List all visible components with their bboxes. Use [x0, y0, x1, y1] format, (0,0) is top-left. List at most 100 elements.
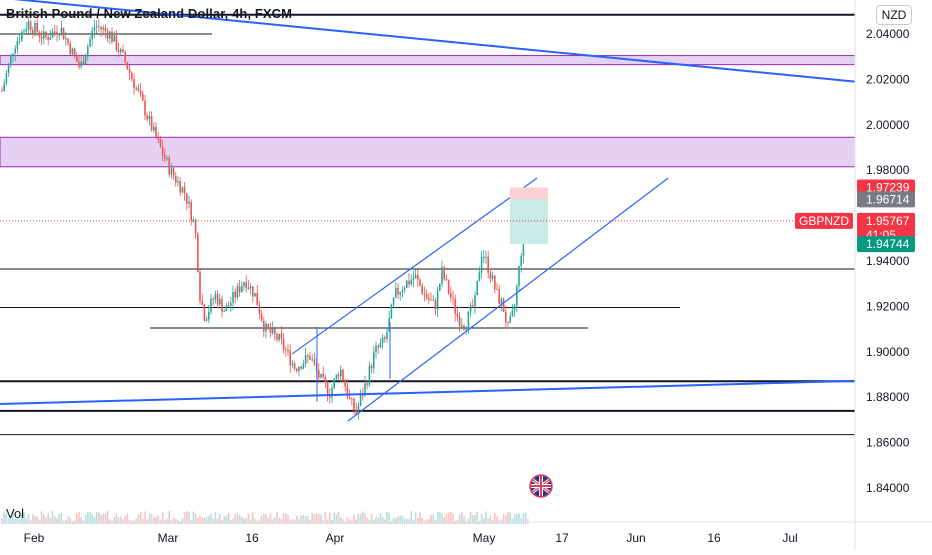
candle-body: [219, 298, 221, 305]
volume-bar: [441, 513, 443, 524]
volume-bar: [403, 518, 406, 524]
volume-bar: [461, 511, 463, 524]
volume-bar: [443, 516, 445, 524]
time-tick-label: Mar: [158, 531, 179, 545]
supply-zone: [0, 55, 856, 66]
supply-zones: [0, 55, 856, 168]
currency-badge[interactable]: NZD: [876, 5, 912, 25]
uk-flag-icon[interactable]: [529, 474, 553, 498]
candle-body: [445, 279, 448, 281]
volume-bar: [450, 511, 452, 524]
volume-bar: [307, 515, 309, 524]
candle-body: [155, 126, 157, 138]
candle-body: [300, 366, 302, 369]
candle-body: [104, 27, 107, 32]
volume-bar: [381, 516, 384, 524]
candle-body: [252, 286, 254, 297]
candle-body: [458, 316, 461, 327]
volume-bar: [366, 517, 368, 524]
volume-bar: [45, 517, 47, 524]
candle-body: [256, 292, 258, 306]
candle-body: [397, 288, 399, 295]
candle-body: [172, 168, 175, 177]
volume-bar: [188, 511, 190, 524]
volume-bar: [494, 512, 496, 524]
volume-bar: [436, 512, 439, 524]
candle-body: [58, 34, 60, 36]
volume-bar: [166, 518, 168, 524]
ascending-trendline: [0, 379, 856, 406]
price-label-value: 1.94744: [866, 237, 910, 251]
volume-bar: [199, 515, 201, 524]
candle-body: [509, 315, 511, 323]
candle-body: [137, 87, 140, 91]
candle-body: [267, 323, 269, 329]
volume-bar: [375, 516, 377, 524]
candle-body: [483, 256, 485, 258]
volume-bar: [313, 514, 316, 524]
volume-bar: [386, 511, 388, 524]
volume-bar: [247, 513, 250, 524]
volume-bar: [511, 518, 514, 524]
candle-body: [285, 349, 287, 351]
candle-body: [135, 87, 137, 89]
candle-body: [230, 302, 232, 306]
candle-body: [128, 69, 131, 73]
volume-bar: [47, 513, 49, 524]
candle-body: [447, 279, 450, 294]
candle-body: [212, 298, 214, 300]
volume-bar: [509, 512, 511, 524]
candle-body: [362, 395, 364, 397]
candle-body: [25, 29, 27, 32]
price-tick-label: 1.92000: [866, 299, 910, 313]
volume-bar: [285, 513, 287, 524]
volume-bar: [23, 511, 25, 524]
candle-body: [168, 158, 170, 175]
candle-body: [164, 155, 166, 160]
candle-body: [311, 359, 313, 361]
volume-bar: [430, 514, 432, 524]
candle-body: [348, 396, 351, 399]
candle-body: [344, 380, 346, 387]
time-tick-label: 16: [245, 531, 259, 545]
candle-body: [370, 365, 373, 369]
candle-body: [87, 46, 89, 57]
last-price-value: 1.95767: [866, 214, 910, 228]
volume-bar: [12, 511, 14, 524]
price-tick-label: 1.94000: [866, 254, 910, 268]
price-tick-label: 1.84000: [866, 481, 910, 495]
volume-bar: [225, 516, 228, 524]
candle-body: [111, 31, 113, 42]
candle-body: [236, 286, 239, 298]
position-tool: [0, 187, 855, 245]
candle-body: [47, 37, 49, 40]
candle-body: [333, 379, 335, 389]
volume-bar: [392, 518, 395, 524]
volume-bar: [113, 517, 115, 524]
candle-body: [179, 181, 181, 193]
candle-body: [188, 201, 190, 204]
volume-bar: [243, 518, 245, 524]
volume-bar: [276, 511, 278, 524]
time-tick-label: 17: [555, 531, 569, 545]
candle-body: [32, 30, 34, 34]
volume-bar: [485, 511, 487, 524]
volume-bar: [296, 516, 298, 524]
candle-body: [364, 383, 366, 396]
candle-body: [313, 359, 316, 364]
candle-body: [260, 313, 263, 321]
candle-body: [115, 35, 118, 50]
volume-bar: [487, 518, 489, 524]
candle-body: [210, 298, 212, 312]
volume-bar: [126, 513, 129, 524]
volume-bar: [469, 511, 472, 524]
volume-bar: [89, 512, 91, 524]
volume-bar: [241, 516, 243, 524]
candle-body: [67, 38, 69, 44]
volume-bar: [304, 515, 307, 524]
volume-bar: [280, 518, 283, 524]
candle-body: [40, 36, 43, 39]
candle-body: [225, 305, 228, 312]
